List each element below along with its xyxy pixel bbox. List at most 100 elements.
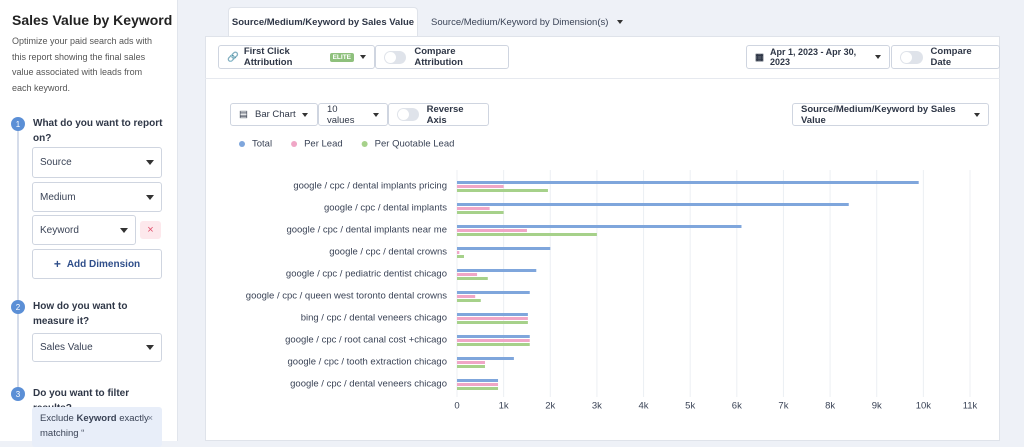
compare-attribution-toggle[interactable]: Compare Attribution [375,45,509,69]
step-question: What do you want to report on? [33,118,163,144]
bar [457,343,530,346]
bar [457,291,530,294]
bar [457,365,485,368]
date-picker[interactable]: ▦ Apr 1, 2023 - Apr 30, 2023 [746,45,890,69]
bar [457,361,485,364]
divider [205,78,1000,79]
date-range: Apr 1, 2023 - Apr 30, 2023 [769,47,857,67]
category-label: google / cpc / root canal cost +chicago [285,335,447,346]
toggle-label: Reverse Axis [426,103,464,126]
filter-text: exactly matching “ [40,413,149,439]
bar [457,247,551,250]
tab-label: Source/Medium/Keyword by Dimension(s) [431,16,609,28]
filter-text: Exclude [40,413,74,424]
x-tick-label: 2k [545,401,555,412]
value-count-dropdown[interactable]: 10 values [318,103,388,126]
legend-swatch [291,141,298,147]
bar [457,225,742,228]
bar [457,269,537,272]
category-label: google / cpc / dental implants [324,203,447,214]
button-label: First Click Attribution [243,46,293,68]
step-number: 1 [11,117,25,131]
description: Optimize your paid search ads with this … [12,36,153,93]
x-tick-label: 7k [778,401,788,412]
bar [457,339,530,342]
x-tick-label: 8k [825,401,835,412]
remove-button[interactable]: × [140,221,161,239]
bar [457,317,528,320]
bar [457,181,919,184]
legend-label: Total [252,139,272,150]
button-label: Bar Chart [254,109,296,120]
bar [457,387,499,390]
tab-label: Source/Medium/Keyword by Sales Value [231,17,415,28]
filter-chip[interactable]: Exclude Keyword exactly matching “× [32,407,162,447]
x-tick-label: 5k [685,401,695,412]
step-line [17,124,19,394]
x-tick-label: 11k [963,401,978,412]
x-tick-label: 4k [639,401,649,412]
bar [457,229,527,232]
bar [457,251,460,254]
legend-label: Per Lead [304,139,343,150]
bar [457,203,849,206]
bar [457,379,499,382]
bar [457,273,478,276]
button-label: Source/Medium/Keyword by Sales Value [801,103,956,126]
button-label: Add Dimension [66,258,141,270]
button-label: 10 values [327,103,355,126]
filter-field: Keyword [76,413,117,424]
attribution-dropdown[interactable]: 🔗 First Click Attribution ELITE [218,45,375,69]
report-dropdown[interactable]: Source/Medium/Keyword by Sales Value [792,103,989,126]
bar [457,295,476,298]
reverse-axis-toggle[interactable]: Reverse Axis [388,103,489,126]
bar [457,207,490,210]
bar [457,211,504,214]
dropdown[interactable]: Keyword [32,215,136,245]
sidebar-title: Sales Value by Keyword [12,12,173,28]
step-number: 2 [11,300,25,314]
category-label: google / cpc / queen west toronto dental… [246,291,447,302]
step-question: How do you want to measure it? [33,301,128,327]
chart: Total Per Lead Per Quotable Lead 0 1k 2k 3k 4k 5… [239,139,978,412]
step-number: 3 [11,387,25,401]
bar [457,357,514,360]
bar [457,383,499,386]
x-tick-label: 0 [454,401,459,412]
compare-date-toggle[interactable]: Compare Date [891,45,1000,69]
x-tick-label: 10k [916,401,932,412]
category-label: google / cpc / dental veneers chicago [290,379,447,390]
x-tick-label: 6k [732,401,742,412]
chart-type-dropdown[interactable]: ▤ Bar Chart [230,103,318,126]
category-label: google / cpc / tooth extraction chicago [288,357,448,368]
category-label: google / cpc / dental crowns [329,247,447,258]
bar [457,233,597,236]
dropdown-value: Keyword [40,224,79,236]
category-label: google / cpc / dental implants near me [286,225,447,236]
tab-active[interactable]: Source/Medium/Keyword by Sales Value [228,7,418,37]
bar [457,335,530,338]
tab[interactable]: Source/Medium/Keyword by Dimension(s) [424,7,624,37]
x-tick-label: 9k [872,401,882,412]
toggle-label: Compare Date [930,46,972,68]
x-tick-label: 3k [592,401,602,412]
bar [457,185,504,188]
bar [457,313,528,316]
dropdown[interactable]: Medium [32,182,162,212]
toggle-label: Compare Attribution [414,46,463,68]
bar [457,277,488,280]
dropdown-value: Sales Value [40,342,93,353]
dropdown[interactable]: Sales Value [32,333,162,362]
badge: ELITE [329,52,354,62]
category-label: bing / cpc / dental veneers chicago [301,313,447,324]
bar [457,189,548,192]
legend-swatch [361,141,368,147]
add-dimension-button[interactable]: + Add Dimension [32,249,162,279]
dropdown-value: Source [40,157,72,168]
dropdown[interactable]: Source [32,147,162,178]
bar [457,321,528,324]
category-label: google / cpc / pediatric dentist chicago [286,269,447,280]
legend-swatch [239,141,245,147]
bar [457,255,464,258]
